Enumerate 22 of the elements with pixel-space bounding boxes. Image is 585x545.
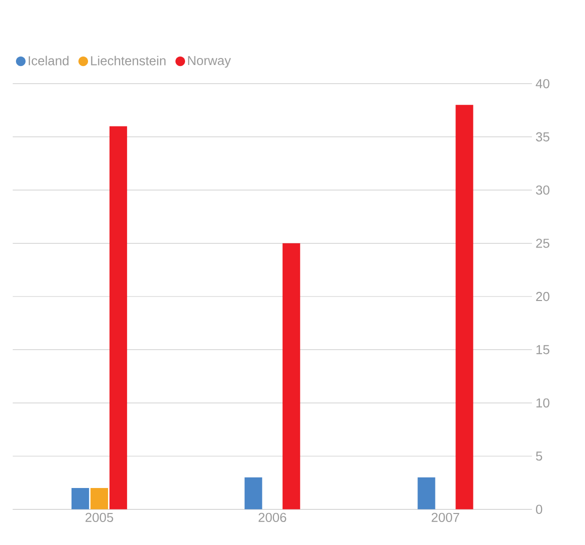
legend-label: Norway xyxy=(188,56,231,68)
y-tick-label: 0 xyxy=(536,504,542,514)
y-tick-label: 5 xyxy=(536,452,542,461)
bar xyxy=(90,488,108,510)
bar xyxy=(72,488,90,510)
y-tick-label: 20 xyxy=(536,292,550,302)
y-tick-label: 40 xyxy=(536,79,550,88)
y-tick-label: 25 xyxy=(536,238,550,248)
bar xyxy=(282,243,300,510)
legend-label: Liechtenstein xyxy=(91,56,166,66)
y-tick-label: 15 xyxy=(536,345,550,354)
x-tick-label: 2006 xyxy=(258,512,286,522)
bar xyxy=(244,478,262,510)
y-tick-label: 35 xyxy=(536,132,550,142)
y-tick-label: 30 xyxy=(536,186,550,195)
bar xyxy=(109,126,128,510)
x-tick-label: 2005 xyxy=(86,512,114,522)
x-tick-label: 2007 xyxy=(432,512,460,522)
bar xyxy=(418,478,436,510)
legend-label: Iceland xyxy=(28,56,68,66)
y-tick-label: 10 xyxy=(536,398,550,408)
bar xyxy=(456,105,474,510)
